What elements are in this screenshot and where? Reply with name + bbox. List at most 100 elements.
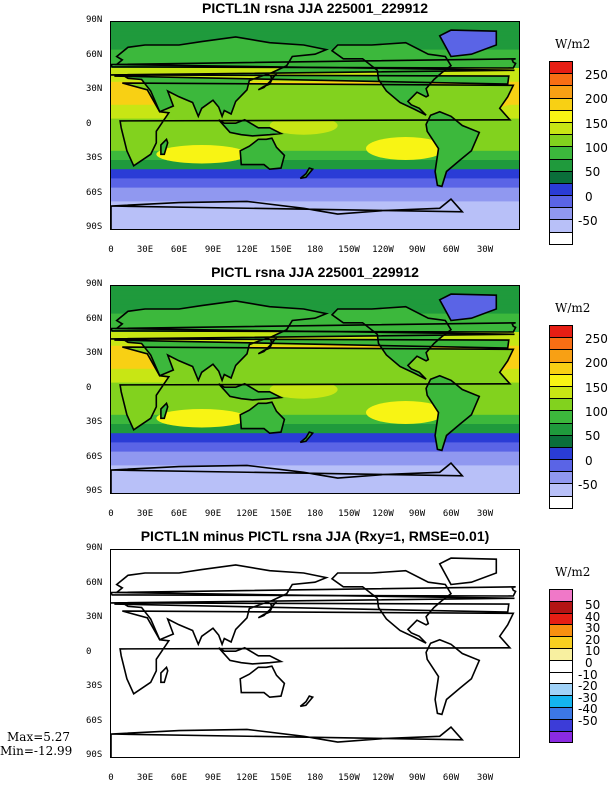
coastline [425, 110, 481, 188]
coastline [119, 346, 515, 431]
zonal-band [111, 192, 519, 198]
lon-tick-label: 30W [476, 509, 494, 519]
lon-tick-label: 120W [372, 773, 394, 783]
lon-tick-label: 120E [236, 245, 258, 255]
lon-tick-label: 60E [170, 245, 188, 255]
lon-tick-label: 150W [338, 773, 360, 783]
colorbar-label: -30 [578, 690, 598, 705]
coastline [330, 569, 453, 644]
zonal-band [111, 465, 519, 471]
zonal-band [111, 22, 519, 28]
zonal-band [111, 304, 519, 310]
zonal-band [111, 26, 519, 32]
map-plot [110, 549, 520, 758]
coastline [218, 118, 284, 137]
field-blob [366, 401, 446, 424]
lat-tick-label: 90S [86, 222, 103, 232]
land-fill [240, 402, 285, 434]
lon-tick-label: 60E [170, 509, 188, 519]
lat-tick-label: 30S [86, 153, 103, 163]
coastline [119, 82, 515, 167]
zonal-band [111, 433, 519, 439]
coastline [425, 638, 481, 716]
lat-tick-label: 90S [86, 486, 103, 496]
lat-tick-label: 0 [86, 118, 92, 129]
zonal-band [111, 160, 519, 166]
zonal-band [111, 215, 519, 221]
zonal-band [111, 173, 519, 179]
lon-tick-label: 180 [306, 773, 324, 783]
lat-tick-label: 30N [86, 612, 103, 622]
lon-tick-label: 90E [204, 245, 222, 255]
lat-tick-label: 30N [86, 348, 103, 358]
lon-tick-label: 30W [476, 245, 494, 255]
zonal-band [111, 474, 519, 480]
lon-tick-label: 120E [236, 773, 258, 783]
lat-tick-label: 60N [86, 577, 103, 588]
colorbar [549, 325, 573, 509]
lon-tick-label: 90W [408, 509, 426, 519]
lon-tick-label: 30E [136, 773, 154, 783]
zonal-band [111, 224, 519, 229]
zonal-band [111, 210, 519, 216]
colorbar-label: 150 [585, 380, 608, 395]
zonal-band [111, 447, 519, 453]
panel-title: PICTL1N rsna JJA 225001_229912 [202, 0, 428, 16]
zonal-band [111, 456, 519, 462]
coastline [160, 137, 169, 156]
zonal-band [111, 295, 519, 301]
zonal-band [111, 424, 519, 430]
lat-tick-label: 60N [86, 49, 103, 60]
zonal-band [111, 146, 519, 152]
colorbar-box [549, 231, 573, 245]
colorbar-label: -50 [578, 714, 598, 728]
coastline [330, 305, 453, 380]
field-blob [366, 137, 446, 160]
zonal-band [111, 419, 519, 425]
coastline [218, 646, 284, 665]
zonal-band [111, 150, 519, 156]
lon-tick-label: 90E [204, 773, 222, 783]
zonal-band [111, 169, 519, 175]
map-svg [111, 557, 517, 757]
zonal-band [111, 196, 519, 202]
lat-tick-label: 60N [86, 313, 103, 324]
lon-tick-label: 150W [338, 509, 360, 519]
coastline [111, 564, 515, 647]
zonal-band [111, 460, 519, 466]
colorbar-label: 40 [585, 609, 601, 624]
land-fill [111, 36, 515, 117]
lon-tick-label: 60E [170, 773, 188, 783]
land-fill [426, 111, 480, 187]
colorbar [549, 61, 573, 245]
zonal-band [111, 437, 519, 443]
zonal-band [111, 164, 519, 170]
coastline [438, 29, 498, 58]
land-fill [111, 300, 515, 381]
coastline [111, 36, 515, 119]
colorbar-box [549, 495, 573, 509]
lat-tick-label: 0 [86, 382, 92, 393]
panel-title: PICTL rsna JJA 225001_229912 [211, 264, 419, 280]
zonal-band [111, 299, 519, 305]
coastline [239, 665, 286, 699]
colorbar-label: 50 [585, 429, 601, 444]
lon-tick-label: 0 [108, 509, 114, 519]
zonal-band [111, 178, 519, 184]
coastline [111, 322, 517, 333]
zonal-band [111, 414, 519, 420]
zonal-band [111, 318, 519, 324]
lat-tick-label: 60S [86, 451, 103, 462]
land-fill [160, 139, 168, 155]
coastline [160, 665, 169, 684]
coastline [111, 461, 465, 493]
field-blob [156, 409, 247, 428]
zonal-band [111, 132, 519, 138]
zonal-band [111, 451, 519, 457]
land-fill [240, 138, 285, 170]
zonal-band [111, 54, 519, 60]
map-svg [111, 22, 519, 229]
zonal-band [111, 201, 519, 207]
coastline [257, 337, 278, 355]
colorbar-label: 0 [585, 656, 593, 670]
